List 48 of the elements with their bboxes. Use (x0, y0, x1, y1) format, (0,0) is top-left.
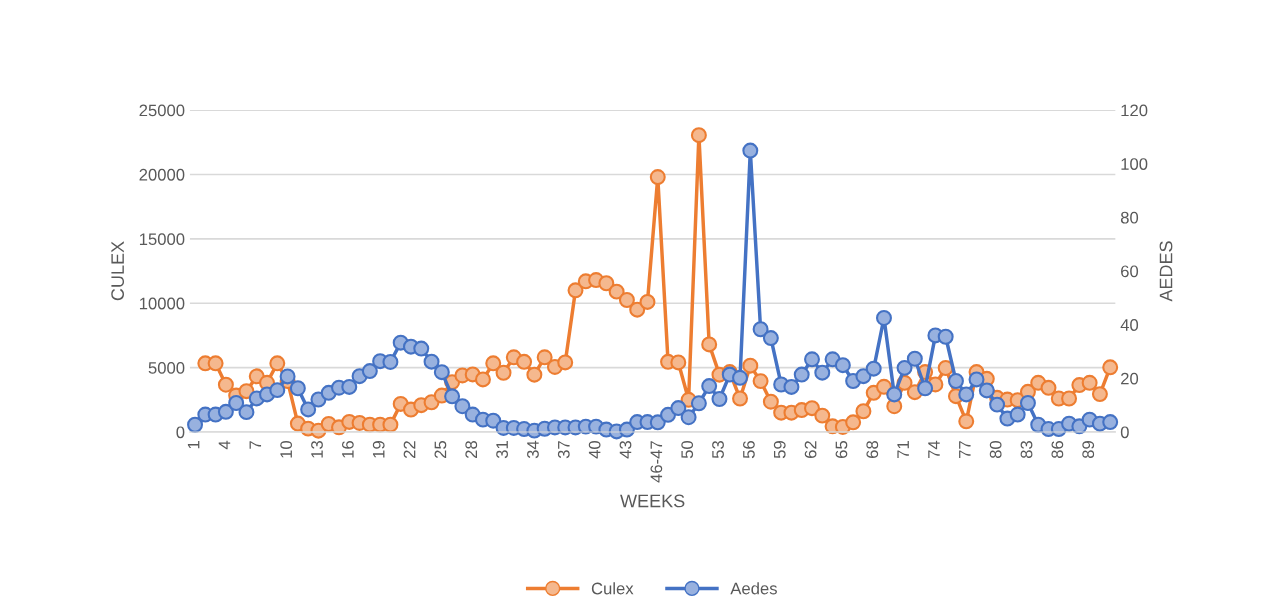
x-tick-label: 68 (866, 441, 879, 458)
x-tick-label: 31 (496, 441, 508, 459)
x-tick-label: 19 (372, 441, 385, 458)
x-tick-label: 89 (1082, 441, 1095, 459)
x-tick-label: 7 (249, 441, 262, 449)
y2-tick-label: 0 (1120, 426, 1129, 439)
y-tick-label: 5000 (148, 362, 185, 374)
x-tick-label: 22 (403, 441, 416, 459)
y2-tick-label: 60 (1121, 265, 1139, 278)
y-tick-label: 25000 (139, 104, 185, 117)
x-tick-label: 56 (742, 441, 755, 459)
x-tick-label: 83 (1020, 441, 1033, 459)
y2-tick-label: 100 (1121, 158, 1148, 170)
x-tick-label: 40 (588, 440, 601, 459)
legend-label: Aedes (730, 582, 777, 595)
x-tick-label: 50 (681, 440, 694, 459)
y2-axis-title: AEDES (1159, 241, 1173, 302)
y-tick-label: 0 (176, 426, 185, 439)
x-tick-label: 71 (897, 441, 909, 458)
legend-label: Culex (591, 582, 634, 595)
x-axis-title: WEEKS (620, 494, 685, 508)
y-tick-label: 15000 (139, 233, 185, 246)
x-tick-label: 28 (465, 441, 478, 459)
y2-tick-label: 20 (1121, 372, 1139, 385)
x-tick-label: 4 (218, 440, 231, 450)
x-tick-label: 80 (989, 440, 1002, 459)
x-tick-label: 37 (557, 441, 570, 459)
x-tick-label: 10 (280, 440, 293, 458)
x-tick-label: 25 (434, 441, 447, 459)
y2-tick-label: 40 (1120, 319, 1139, 331)
x-tick-label: 77 (959, 441, 971, 458)
x-tick-label: 1 (187, 441, 200, 449)
x-tick-label: 65 (835, 441, 848, 458)
x-tick-label: 53 (712, 441, 724, 459)
y-axis-title: CULEX (111, 241, 125, 301)
x-tick-label: 74 (928, 440, 940, 458)
x-tick-label: 16 (341, 441, 354, 458)
x-tick-label: 86 (1051, 441, 1064, 459)
x-tick-label: 43 (619, 441, 632, 459)
y2-tick-label: 80 (1120, 211, 1139, 224)
x-tick-label: 46-47 (650, 441, 663, 483)
x-tick-label: 13 (311, 441, 323, 458)
y2-tick-label: 120 (1121, 104, 1148, 117)
x-tick-label: 62 (804, 441, 817, 458)
y-tick-label: 10000 (139, 297, 185, 310)
y-tick-label: 20000 (139, 168, 185, 181)
x-tick-label: 34 (527, 440, 539, 459)
x-tick-label: 59 (773, 441, 786, 459)
